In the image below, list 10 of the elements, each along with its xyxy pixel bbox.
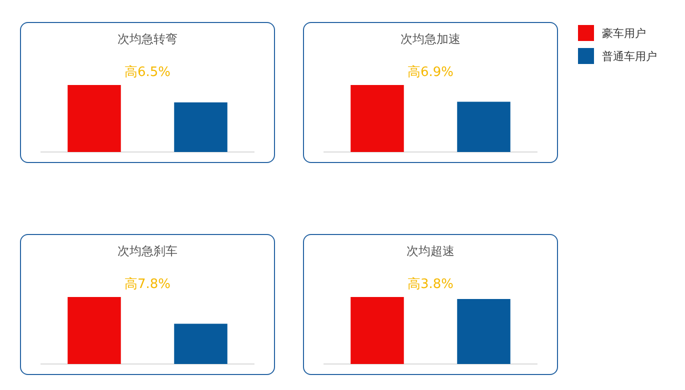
text: 高6.5% xyxy=(124,64,171,80)
text: 高6.9% xyxy=(407,64,454,80)
chart-title: 次均急转弯 xyxy=(118,32,178,46)
chart-title: 次均急加速 xyxy=(400,32,460,46)
chart-title: 次均急刹车 xyxy=(118,244,178,258)
chart-title: 次均超速 xyxy=(406,244,454,258)
text: 高7.8% xyxy=(124,276,171,292)
text: 高3.8% xyxy=(407,276,454,292)
legend-label: 普通车用户 xyxy=(602,48,657,64)
legend-label: 豪车用户 xyxy=(602,26,646,40)
